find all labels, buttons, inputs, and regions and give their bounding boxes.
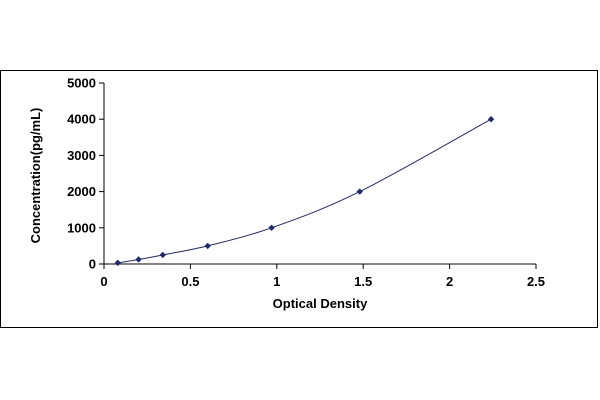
y-tick-label: 3000 xyxy=(67,148,96,163)
data-point xyxy=(356,188,363,195)
x-tick-label: 2 xyxy=(446,274,453,289)
y-tick-label: 5000 xyxy=(67,76,96,91)
data-point xyxy=(114,259,122,267)
data-points xyxy=(114,116,495,267)
y-tick-label: 4000 xyxy=(67,112,96,127)
x-tick-label: 2.5 xyxy=(527,274,545,289)
y-axis-title: Concentration(pg/mL) xyxy=(28,108,43,244)
y-tick-label: 0 xyxy=(89,257,96,272)
x-axis-title: Optical Density xyxy=(273,296,368,311)
x-tick-label: 0 xyxy=(100,274,107,289)
data-point xyxy=(159,251,166,259)
fitted-curve xyxy=(117,118,492,264)
x-tick-label: 1.5 xyxy=(354,274,372,289)
y-axis-ticks: 0 1000 2000 3000 4000 5000 xyxy=(67,76,104,272)
x-tick-label: 1 xyxy=(273,274,280,289)
data-point xyxy=(487,116,495,123)
axes xyxy=(103,83,536,265)
data-point xyxy=(268,224,275,231)
y-tick-label: 2000 xyxy=(67,184,96,199)
y-tick-label: 1000 xyxy=(67,220,96,235)
x-tick-label: 0.5 xyxy=(181,274,199,289)
data-point xyxy=(204,242,211,250)
chart-frame xyxy=(0,70,598,328)
data-point xyxy=(135,256,142,263)
x-axis-ticks: 0 0.5 1 1.5 2 2.5 xyxy=(100,264,545,289)
